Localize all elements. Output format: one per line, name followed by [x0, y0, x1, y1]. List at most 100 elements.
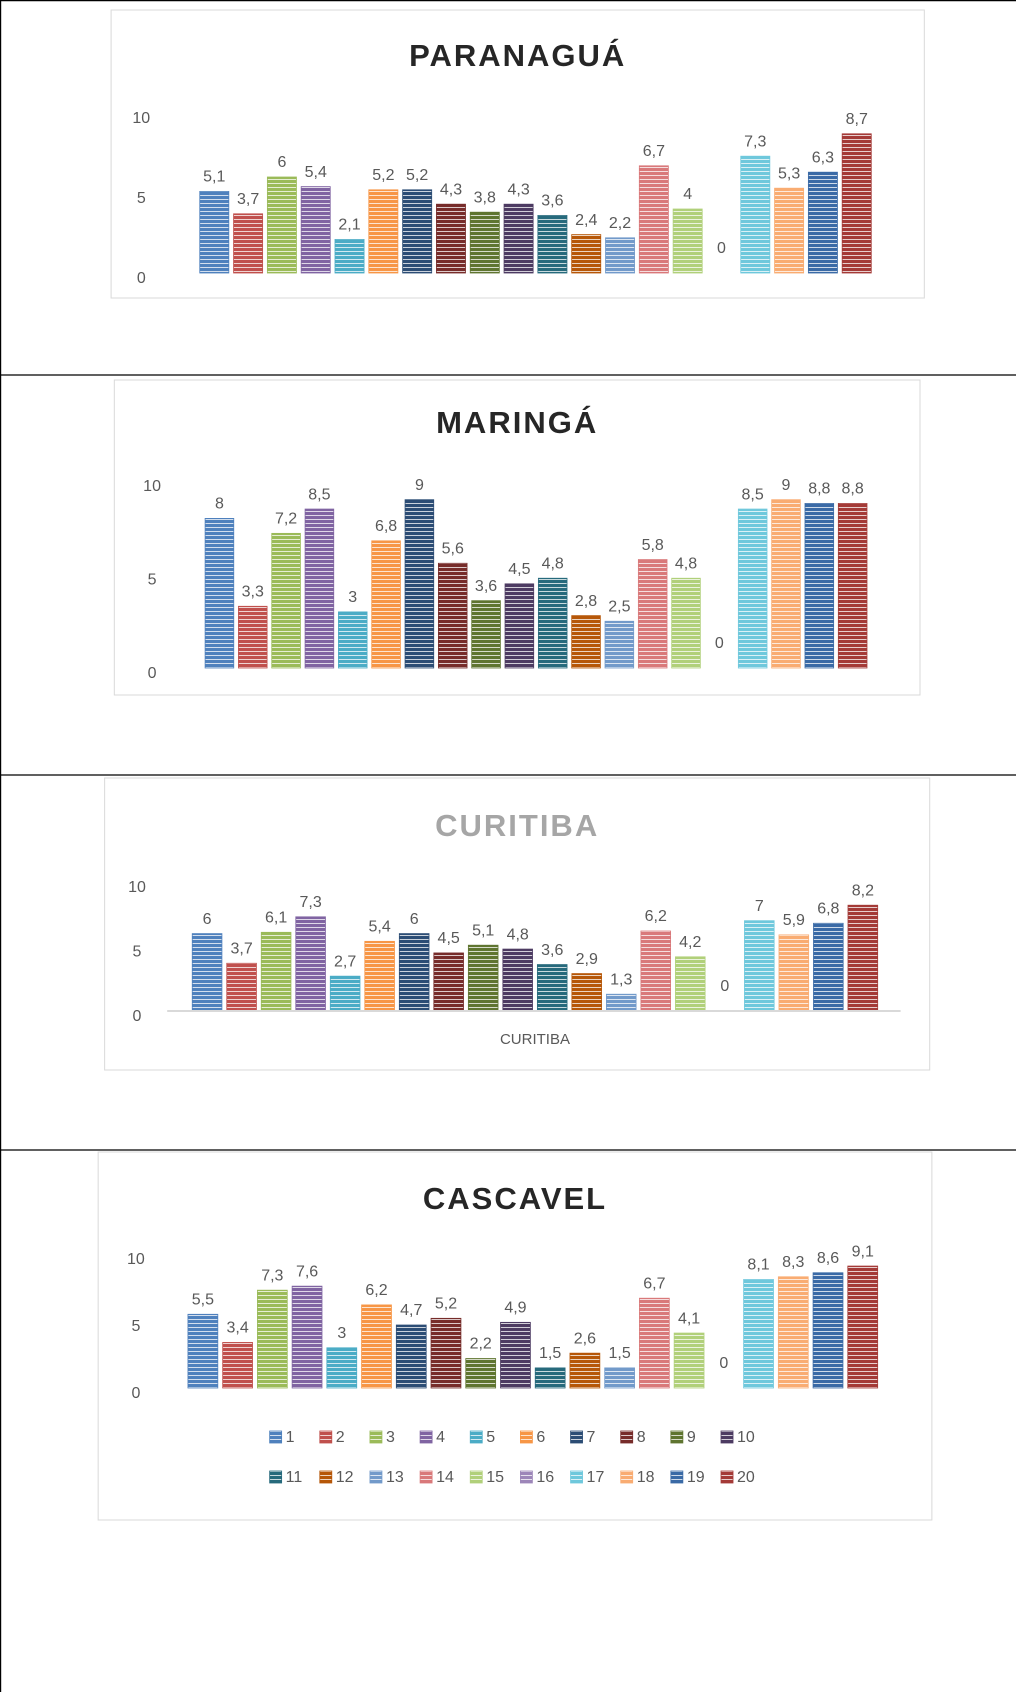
data-label: 3 [348, 589, 357, 606]
data-label: 8,3 [782, 1254, 804, 1271]
legend-label: 10 [737, 1429, 755, 1446]
y-tick-label: 10 [132, 110, 150, 127]
legend-swatch [620, 1470, 634, 1484]
data-label: 2,4 [575, 212, 597, 229]
bar [671, 577, 701, 669]
bar [813, 922, 844, 1012]
data-label: 5,4 [305, 164, 327, 181]
bar [338, 611, 368, 669]
data-label: 0 [719, 1355, 728, 1372]
bar [675, 956, 706, 1012]
data-label: 1,5 [539, 1345, 561, 1362]
data-label: 5,6 [442, 540, 464, 557]
data-label: 3,6 [475, 578, 497, 595]
data-label: 8,1 [747, 1257, 769, 1274]
bar [222, 1342, 253, 1389]
legend-label: 4 [436, 1429, 445, 1446]
data-label: 3,8 [474, 189, 496, 206]
bar [204, 518, 235, 669]
legend-label: 20 [737, 1469, 755, 1486]
bar [465, 1358, 497, 1389]
legend-swatch [469, 1430, 483, 1444]
y-tick-label: 10 [128, 879, 146, 896]
data-label: 6,3 [812, 149, 834, 166]
bar [504, 583, 535, 669]
bar [637, 559, 668, 669]
chart-title: PARANAGUÁ [409, 38, 626, 73]
legend-label: 14 [436, 1469, 454, 1486]
bar [257, 1289, 288, 1389]
bar [300, 186, 331, 274]
y-tick-label: 5 [148, 572, 157, 589]
legend-swatch [369, 1430, 383, 1444]
legend-swatch [319, 1430, 333, 1444]
bar [771, 499, 801, 669]
data-label: 2,2 [609, 215, 631, 232]
legend-swatch [720, 1430, 734, 1444]
bar [199, 190, 230, 274]
data-label: 3 [337, 1325, 346, 1342]
bar [326, 1347, 358, 1389]
bar [334, 238, 365, 274]
bar [469, 211, 500, 274]
bar [672, 208, 703, 274]
data-label: 8,6 [817, 1250, 839, 1267]
data-label: 5,5 [192, 1292, 214, 1309]
data-label: 1,3 [610, 971, 632, 988]
data-label: 6 [277, 154, 286, 171]
chart-frame [104, 777, 931, 1071]
legend-swatch [520, 1470, 533, 1484]
bar [841, 133, 872, 274]
data-label: 9 [415, 477, 424, 494]
data-label: 6,7 [643, 143, 665, 160]
y-tick-label: 5 [131, 1318, 140, 1335]
data-label: 5,2 [406, 167, 428, 184]
bar [266, 176, 297, 274]
bar [807, 171, 838, 274]
bar [226, 962, 257, 1012]
bar [329, 975, 361, 1012]
legend-label: 15 [486, 1469, 504, 1486]
legend-swatch [269, 1470, 283, 1484]
legend-label: 2 [336, 1429, 345, 1446]
data-label: 4 [683, 186, 692, 203]
data-label: 3,6 [541, 193, 563, 210]
bar [673, 1332, 705, 1389]
data-label: 6,1 [265, 910, 287, 927]
y-tick-label: 0 [148, 665, 157, 682]
legend-label: 7 [587, 1429, 596, 1446]
bar [304, 508, 335, 669]
y-tick-label: 0 [131, 1385, 140, 1402]
legend-swatch [419, 1430, 433, 1444]
bar [743, 1279, 774, 1389]
legend-label: 8 [637, 1429, 646, 1446]
legend-label: 16 [536, 1469, 554, 1486]
bar [502, 948, 533, 1012]
chart-title: MARINGÁ [436, 405, 598, 440]
legend-label: 6 [536, 1429, 545, 1446]
chart: PARANAGUÁ 0 5 10 5,1 3,7 6 5,4 2,1 5,2 5,2 4,3 3,8 4,… [110, 9, 925, 299]
data-label: 5,9 [783, 912, 805, 929]
bar [471, 600, 501, 669]
bar [536, 964, 568, 1012]
bar [537, 577, 568, 669]
data-label: 8,2 [852, 882, 874, 899]
data-label: 3,7 [237, 191, 259, 208]
data-label: 2,1 [338, 217, 360, 234]
legend-swatch [369, 1470, 383, 1484]
x-tick-label: CURITIBA [500, 1031, 570, 1048]
bar [371, 540, 401, 669]
bar [260, 931, 292, 1012]
bar [638, 165, 669, 274]
data-label: 4,2 [679, 934, 701, 951]
data-label: 8,5 [308, 486, 330, 503]
data-label: 4,3 [507, 181, 529, 198]
data-label: 9 [782, 477, 791, 494]
bar [500, 1321, 531, 1389]
data-label: 5,8 [642, 537, 664, 554]
chart-title: CURITIBA [435, 808, 599, 843]
data-label: 0 [720, 978, 729, 995]
bar [295, 916, 326, 1012]
